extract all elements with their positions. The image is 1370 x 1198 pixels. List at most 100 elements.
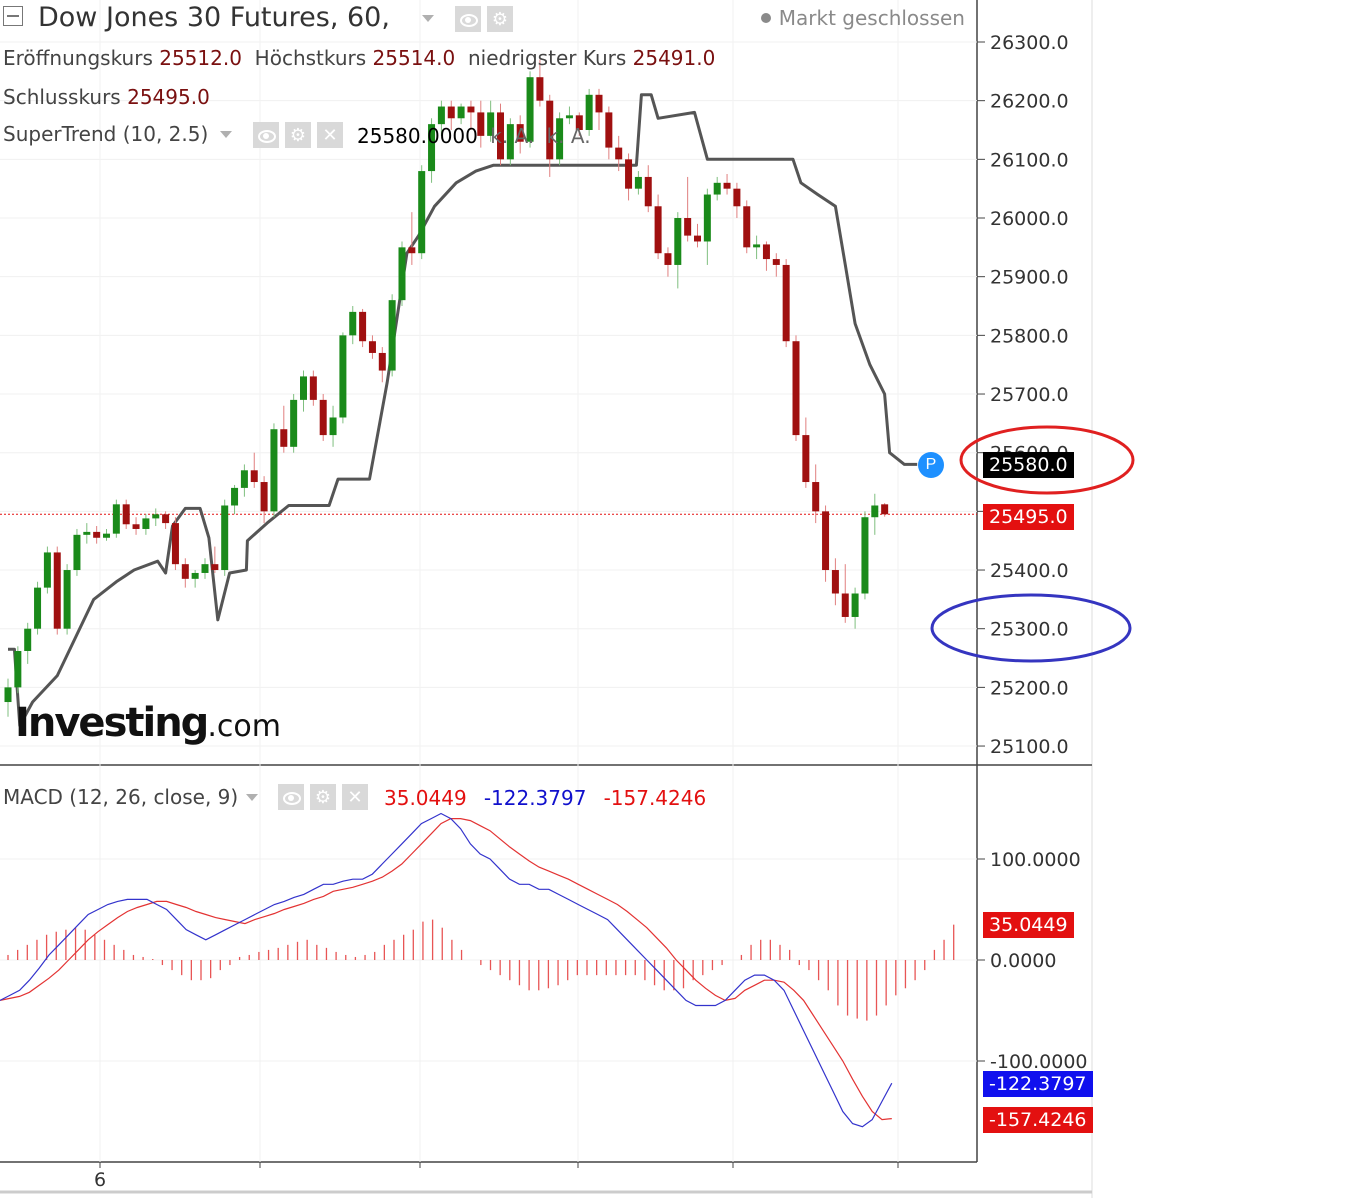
- candle-body: [654, 206, 662, 254]
- close-label: Schlusskurs: [3, 85, 121, 109]
- candle-body: [467, 106, 475, 113]
- candle-body: [152, 514, 160, 519]
- candle-body: [142, 518, 150, 529]
- candle-body: [871, 505, 879, 518]
- status-dot-icon: [760, 13, 771, 23]
- supertrend-value: 25580.0000: [357, 124, 478, 148]
- candle-body: [73, 534, 81, 571]
- macd-chevron-down-icon[interactable]: [246, 794, 258, 801]
- candle-body: [122, 504, 130, 525]
- logo-brand: Investing: [15, 700, 209, 746]
- supertrend-eye-icon[interactable]: [253, 122, 279, 148]
- candle-body: [526, 77, 534, 142]
- candle-body: [684, 218, 692, 236]
- candle-body: [615, 147, 623, 160]
- candle-body: [802, 435, 810, 483]
- macd-signal-tag: -157.4246: [983, 1107, 1093, 1133]
- macd-legend-label: MACD (12, 26, close, 9): [3, 785, 239, 809]
- candle-body: [723, 182, 731, 189]
- candle-body: [881, 504, 889, 515]
- candle-body: [516, 124, 524, 142]
- low-value: 25491.0: [632, 46, 716, 70]
- logo-suffix: .com: [207, 709, 281, 744]
- collapse-icon[interactable]: [3, 6, 23, 26]
- candle-body: [339, 335, 347, 418]
- macd-close-icon[interactable]: ✕: [342, 784, 368, 810]
- candle-body: [595, 94, 603, 113]
- candle-body: [782, 264, 790, 342]
- macd-tick-label: 100.0000: [990, 849, 1081, 871]
- candle-body: [634, 176, 642, 189]
- candle-body: [359, 311, 367, 342]
- candle-body: [546, 100, 554, 160]
- candle-body: [211, 564, 219, 571]
- ohlc-row-1: Eröffnungskurs 25512.0 Höchstkurs 25514.…: [3, 46, 715, 70]
- supertrend-gear-icon[interactable]: ⚙: [285, 122, 311, 148]
- candle-body: [792, 341, 800, 436]
- macd-tick-label: 0.0000: [990, 950, 1056, 972]
- candle-body: [181, 564, 189, 579]
- candle-body: [53, 552, 61, 629]
- macd-signal-value: -157.4246: [603, 786, 707, 810]
- supertrend-na-1: k. A.: [490, 124, 535, 148]
- candle-body: [753, 244, 761, 248]
- candle-body: [664, 253, 672, 265]
- candle-body: [349, 311, 357, 336]
- supertrend-price-tag: 25580.0: [983, 452, 1074, 478]
- supertrend-na-2: k. A.: [546, 124, 591, 148]
- candle-body: [457, 106, 465, 119]
- price-tick-label: 25900.0: [990, 267, 1069, 289]
- supertrend-legend-label: SuperTrend (10, 2.5): [3, 122, 209, 146]
- title-chevron-down-icon[interactable]: [422, 15, 434, 22]
- candle-body: [329, 417, 337, 436]
- candle-body: [34, 587, 42, 629]
- macd-gear-icon[interactable]: ⚙: [310, 784, 336, 810]
- candle-body: [556, 118, 564, 160]
- candle-body: [388, 300, 396, 371]
- macd-line: [0, 812, 893, 1128]
- candle-body: [378, 352, 386, 371]
- candle-body: [398, 247, 406, 301]
- supertrend-chevron-down-icon[interactable]: [220, 131, 232, 138]
- candle-body: [428, 124, 436, 172]
- title-eye-icon[interactable]: [455, 6, 481, 32]
- macd-signal-line: [0, 817, 892, 1121]
- candle-body: [625, 159, 633, 189]
- supertrend-close-icon[interactable]: ✕: [317, 122, 343, 148]
- candle-body: [772, 259, 780, 265]
- candle-body: [319, 399, 327, 436]
- candle-body: [437, 106, 445, 125]
- price-tick-label: 25700.0: [990, 384, 1069, 406]
- candle-body: [300, 376, 307, 400]
- candle-body: [447, 106, 455, 119]
- candle-body: [14, 650, 22, 688]
- candle-body: [477, 112, 485, 136]
- candle-body: [201, 564, 209, 573]
- candle-body: [280, 429, 288, 447]
- macd-eye-icon[interactable]: [278, 784, 304, 810]
- candle-body: [171, 523, 179, 565]
- supertrend-values: 25580.0000 k. A. k. A.: [357, 124, 591, 148]
- open-label: Eröffnungskurs: [3, 46, 153, 70]
- candle-body: [674, 218, 682, 265]
- macd-hist-value: 35.0449: [384, 786, 467, 810]
- candle-body: [585, 94, 593, 131]
- candle-body: [290, 399, 298, 447]
- candle-body: [644, 176, 652, 207]
- macd-line-tag: -122.3797: [983, 1071, 1093, 1097]
- candle-body: [497, 112, 504, 160]
- candle-body: [565, 115, 573, 119]
- time-tick-label: 6: [94, 1169, 106, 1191]
- candle-body: [162, 514, 170, 524]
- candle-body: [112, 504, 120, 534]
- title-gear-icon[interactable]: ⚙: [487, 6, 513, 32]
- candle-body: [713, 182, 721, 195]
- p-marker-icon[interactable]: P: [918, 452, 944, 478]
- macd-values: 35.0449 -122.3797 -157.4246: [384, 786, 718, 810]
- market-status: Markt geschlossen: [760, 6, 965, 30]
- high-value: 25514.0: [372, 46, 456, 70]
- candle-body: [4, 687, 12, 703]
- candle-body: [191, 572, 199, 579]
- macd-tick-label: -100.0000: [990, 1051, 1088, 1073]
